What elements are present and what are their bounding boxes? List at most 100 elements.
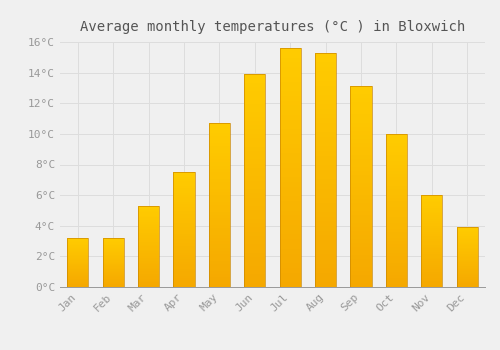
Bar — [315, 268, 336, 273]
Bar — [102, 261, 124, 262]
Bar — [315, 161, 336, 165]
Bar — [350, 139, 372, 142]
Bar — [315, 236, 336, 240]
Bar — [138, 258, 159, 259]
Bar — [421, 250, 442, 252]
Bar — [209, 241, 230, 244]
Bar — [102, 258, 124, 259]
Bar — [138, 256, 159, 258]
Bar — [456, 245, 478, 246]
Bar — [138, 232, 159, 233]
Bar — [138, 238, 159, 240]
Bar — [280, 263, 301, 268]
Bar — [456, 255, 478, 256]
Bar — [421, 258, 442, 259]
Bar — [67, 243, 88, 244]
Bar — [280, 177, 301, 182]
Bar — [102, 250, 124, 251]
Bar — [67, 239, 88, 240]
Bar — [102, 238, 124, 239]
Bar — [280, 168, 301, 172]
Bar — [138, 253, 159, 254]
Bar — [280, 196, 301, 201]
Bar — [456, 253, 478, 255]
Bar — [102, 286, 124, 287]
Bar — [456, 275, 478, 276]
Bar — [138, 214, 159, 216]
Bar — [421, 226, 442, 228]
Bar — [174, 275, 195, 278]
Bar — [386, 275, 407, 278]
Bar — [209, 277, 230, 280]
Bar — [174, 262, 195, 264]
Bar — [386, 195, 407, 198]
Bar — [315, 189, 336, 193]
Bar — [174, 218, 195, 220]
Bar — [350, 119, 372, 122]
Bar — [138, 222, 159, 224]
Bar — [102, 280, 124, 281]
Bar — [244, 112, 266, 117]
Bar — [315, 184, 336, 189]
Bar — [386, 137, 407, 140]
Bar — [350, 211, 372, 215]
Bar — [138, 276, 159, 277]
Bar — [67, 276, 88, 277]
Bar — [386, 171, 407, 174]
Bar — [421, 271, 442, 272]
Bar — [421, 232, 442, 234]
Bar — [209, 244, 230, 248]
Bar — [421, 259, 442, 261]
Bar — [67, 251, 88, 252]
Bar — [67, 266, 88, 267]
Bar — [456, 260, 478, 261]
Bar — [315, 198, 336, 203]
Bar — [350, 255, 372, 259]
Bar — [174, 234, 195, 237]
Bar — [138, 227, 159, 229]
Bar — [350, 183, 372, 187]
Bar — [421, 239, 442, 241]
Bar — [67, 252, 88, 253]
Bar — [209, 182, 230, 186]
Bar — [102, 245, 124, 246]
Bar — [315, 53, 336, 287]
Bar — [174, 239, 195, 241]
Bar — [244, 104, 266, 108]
Bar — [67, 283, 88, 284]
Bar — [138, 217, 159, 219]
Bar — [456, 274, 478, 275]
Bar — [174, 181, 195, 184]
Bar — [421, 261, 442, 263]
Bar — [456, 286, 478, 287]
Bar — [421, 243, 442, 245]
Bar — [244, 228, 266, 232]
Bar — [244, 121, 266, 125]
Bar — [244, 270, 266, 274]
Bar — [315, 132, 336, 137]
Bar — [456, 229, 478, 230]
Bar — [386, 284, 407, 287]
Bar — [102, 278, 124, 279]
Bar — [456, 280, 478, 281]
Bar — [102, 264, 124, 265]
Bar — [456, 232, 478, 233]
Bar — [386, 174, 407, 177]
Bar — [138, 240, 159, 241]
Bar — [209, 254, 230, 258]
Bar — [456, 241, 478, 243]
Bar — [244, 155, 266, 159]
Bar — [421, 208, 442, 210]
Bar — [280, 101, 301, 105]
Bar — [244, 125, 266, 130]
Bar — [280, 206, 301, 211]
Bar — [209, 153, 230, 156]
Bar — [350, 267, 372, 271]
Bar — [421, 197, 442, 199]
Bar — [174, 248, 195, 250]
Bar — [386, 168, 407, 171]
Bar — [421, 195, 442, 287]
Bar — [102, 259, 124, 260]
Bar — [280, 105, 301, 110]
Bar — [315, 273, 336, 278]
